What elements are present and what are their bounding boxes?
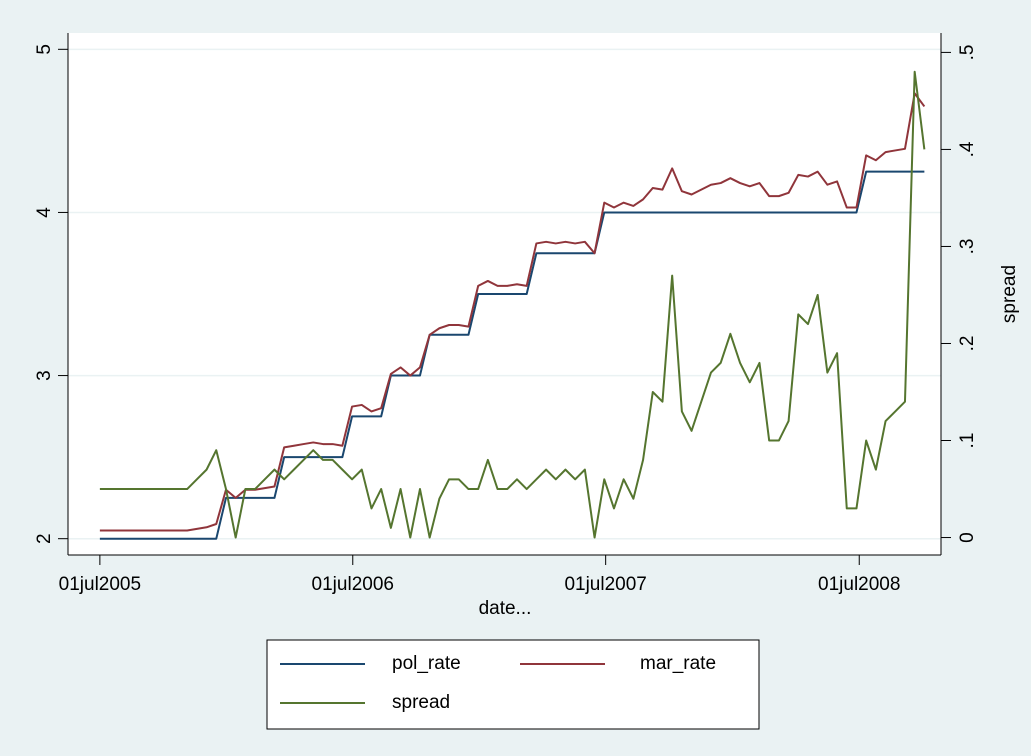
x-tick-label: 01jul2006 [312,574,394,595]
series-line [99,92,926,532]
y-tick-label: 3 [34,370,55,381]
y-tick-label: 5 [34,44,55,55]
legend-box [266,639,760,730]
series-line [99,170,925,540]
x-tick-label: 01jul2007 [564,574,646,595]
y-tick-label: 4 [34,207,55,218]
y2-axis-title: spread [999,265,1020,323]
y2-tick-label: .1 [957,433,978,449]
y2-tick-label: .3 [957,239,978,255]
y2-tick-label: .2 [957,336,978,352]
y2-tick-label: .4 [957,141,978,157]
legend-label: spread [392,692,450,713]
legend-label: pol_rate [392,653,461,674]
x-tick-label: 01jul2005 [59,574,141,595]
legend-label: mar_rate [640,653,716,674]
x-tick-label: 01jul2008 [818,574,900,595]
series-line [99,70,926,539]
y2-tick-label: 0 [957,532,978,543]
y2-tick-label: .5 [957,44,978,60]
y-tick-label: 2 [34,533,55,544]
x-axis-title: date... [479,598,532,619]
